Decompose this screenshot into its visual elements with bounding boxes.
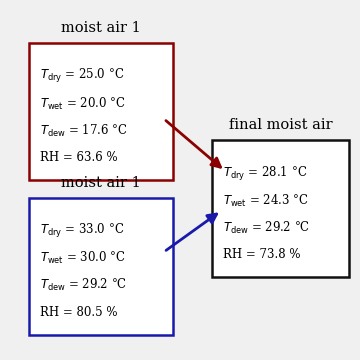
Text: $T_{\mathrm{dry}}$ = 25.0 °C: $T_{\mathrm{dry}}$ = 25.0 °C — [40, 68, 124, 85]
Text: $T_{\mathrm{dew}}$ = 29.2 °C: $T_{\mathrm{dew}}$ = 29.2 °C — [223, 220, 310, 236]
Text: RH = 80.5 %: RH = 80.5 % — [40, 306, 117, 319]
Text: RH = 63.6 %: RH = 63.6 % — [40, 151, 117, 164]
Text: $T_{\mathrm{wet}}$ = 30.0 °C: $T_{\mathrm{wet}}$ = 30.0 °C — [40, 250, 126, 266]
Text: $T_{\mathrm{dew}}$ = 17.6 °C: $T_{\mathrm{dew}}$ = 17.6 °C — [40, 122, 127, 139]
Text: moist air 1: moist air 1 — [61, 21, 141, 35]
Text: final moist air: final moist air — [229, 118, 333, 132]
Bar — [29, 43, 173, 180]
Text: moist air 1: moist air 1 — [61, 176, 141, 190]
Bar — [29, 198, 173, 335]
Text: $T_{\mathrm{wet}}$ = 20.0 °C: $T_{\mathrm{wet}}$ = 20.0 °C — [40, 95, 126, 112]
Text: $T_{\mathrm{dry}}$ = 28.1 °C: $T_{\mathrm{dry}}$ = 28.1 °C — [223, 165, 307, 183]
Bar — [212, 140, 349, 277]
Text: RH = 73.8 %: RH = 73.8 % — [223, 248, 301, 261]
Text: $T_{\mathrm{dry}}$ = 33.0 °C: $T_{\mathrm{dry}}$ = 33.0 °C — [40, 222, 124, 240]
Text: $T_{\mathrm{wet}}$ = 24.3 °C: $T_{\mathrm{wet}}$ = 24.3 °C — [223, 193, 309, 209]
Text: $T_{\mathrm{dew}}$ = 29.2 °C: $T_{\mathrm{dew}}$ = 29.2 °C — [40, 277, 127, 293]
